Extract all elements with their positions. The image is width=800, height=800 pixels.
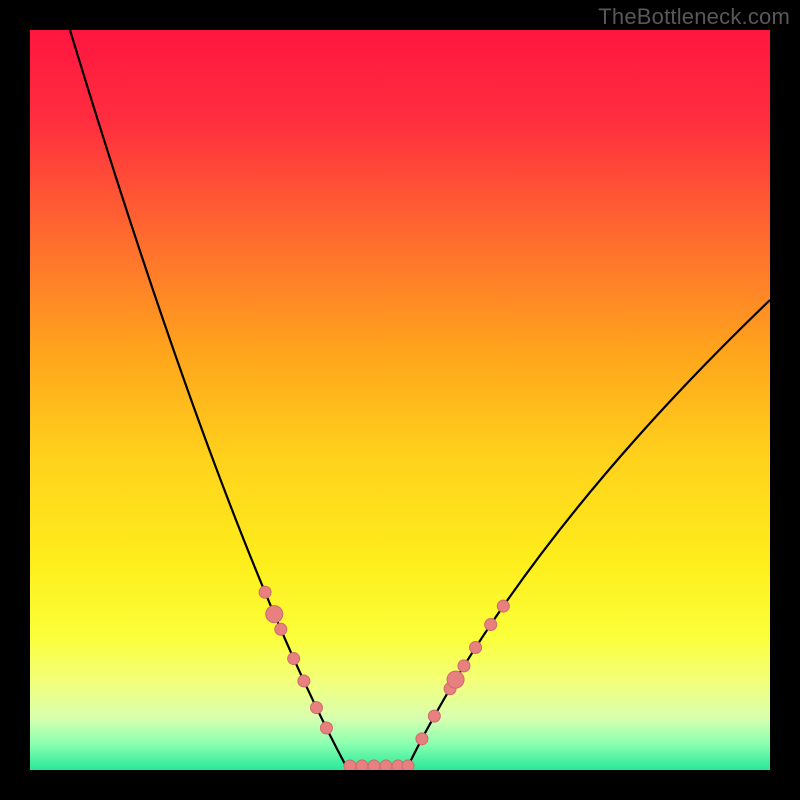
- marker-right-1: [428, 710, 440, 722]
- marker-right-0: [416, 733, 428, 745]
- watermark-text: TheBottleneck.com: [598, 4, 790, 30]
- marker-right-big: [447, 671, 464, 688]
- chart-svg: [0, 0, 800, 800]
- marker-left-4: [310, 702, 322, 714]
- plot-background: [30, 30, 770, 770]
- marker-left-0: [259, 586, 271, 598]
- marker-left-3: [298, 675, 310, 687]
- marker-left-big: [266, 606, 283, 623]
- marker-left-5: [320, 722, 332, 734]
- marker-left-2: [288, 653, 300, 665]
- marker-right-6: [497, 600, 509, 612]
- marker-right-4: [470, 642, 482, 654]
- marker-right-3: [458, 660, 470, 672]
- marker-left-1: [275, 623, 287, 635]
- chart-container: TheBottleneck.com: [0, 0, 800, 800]
- marker-right-5: [485, 619, 497, 631]
